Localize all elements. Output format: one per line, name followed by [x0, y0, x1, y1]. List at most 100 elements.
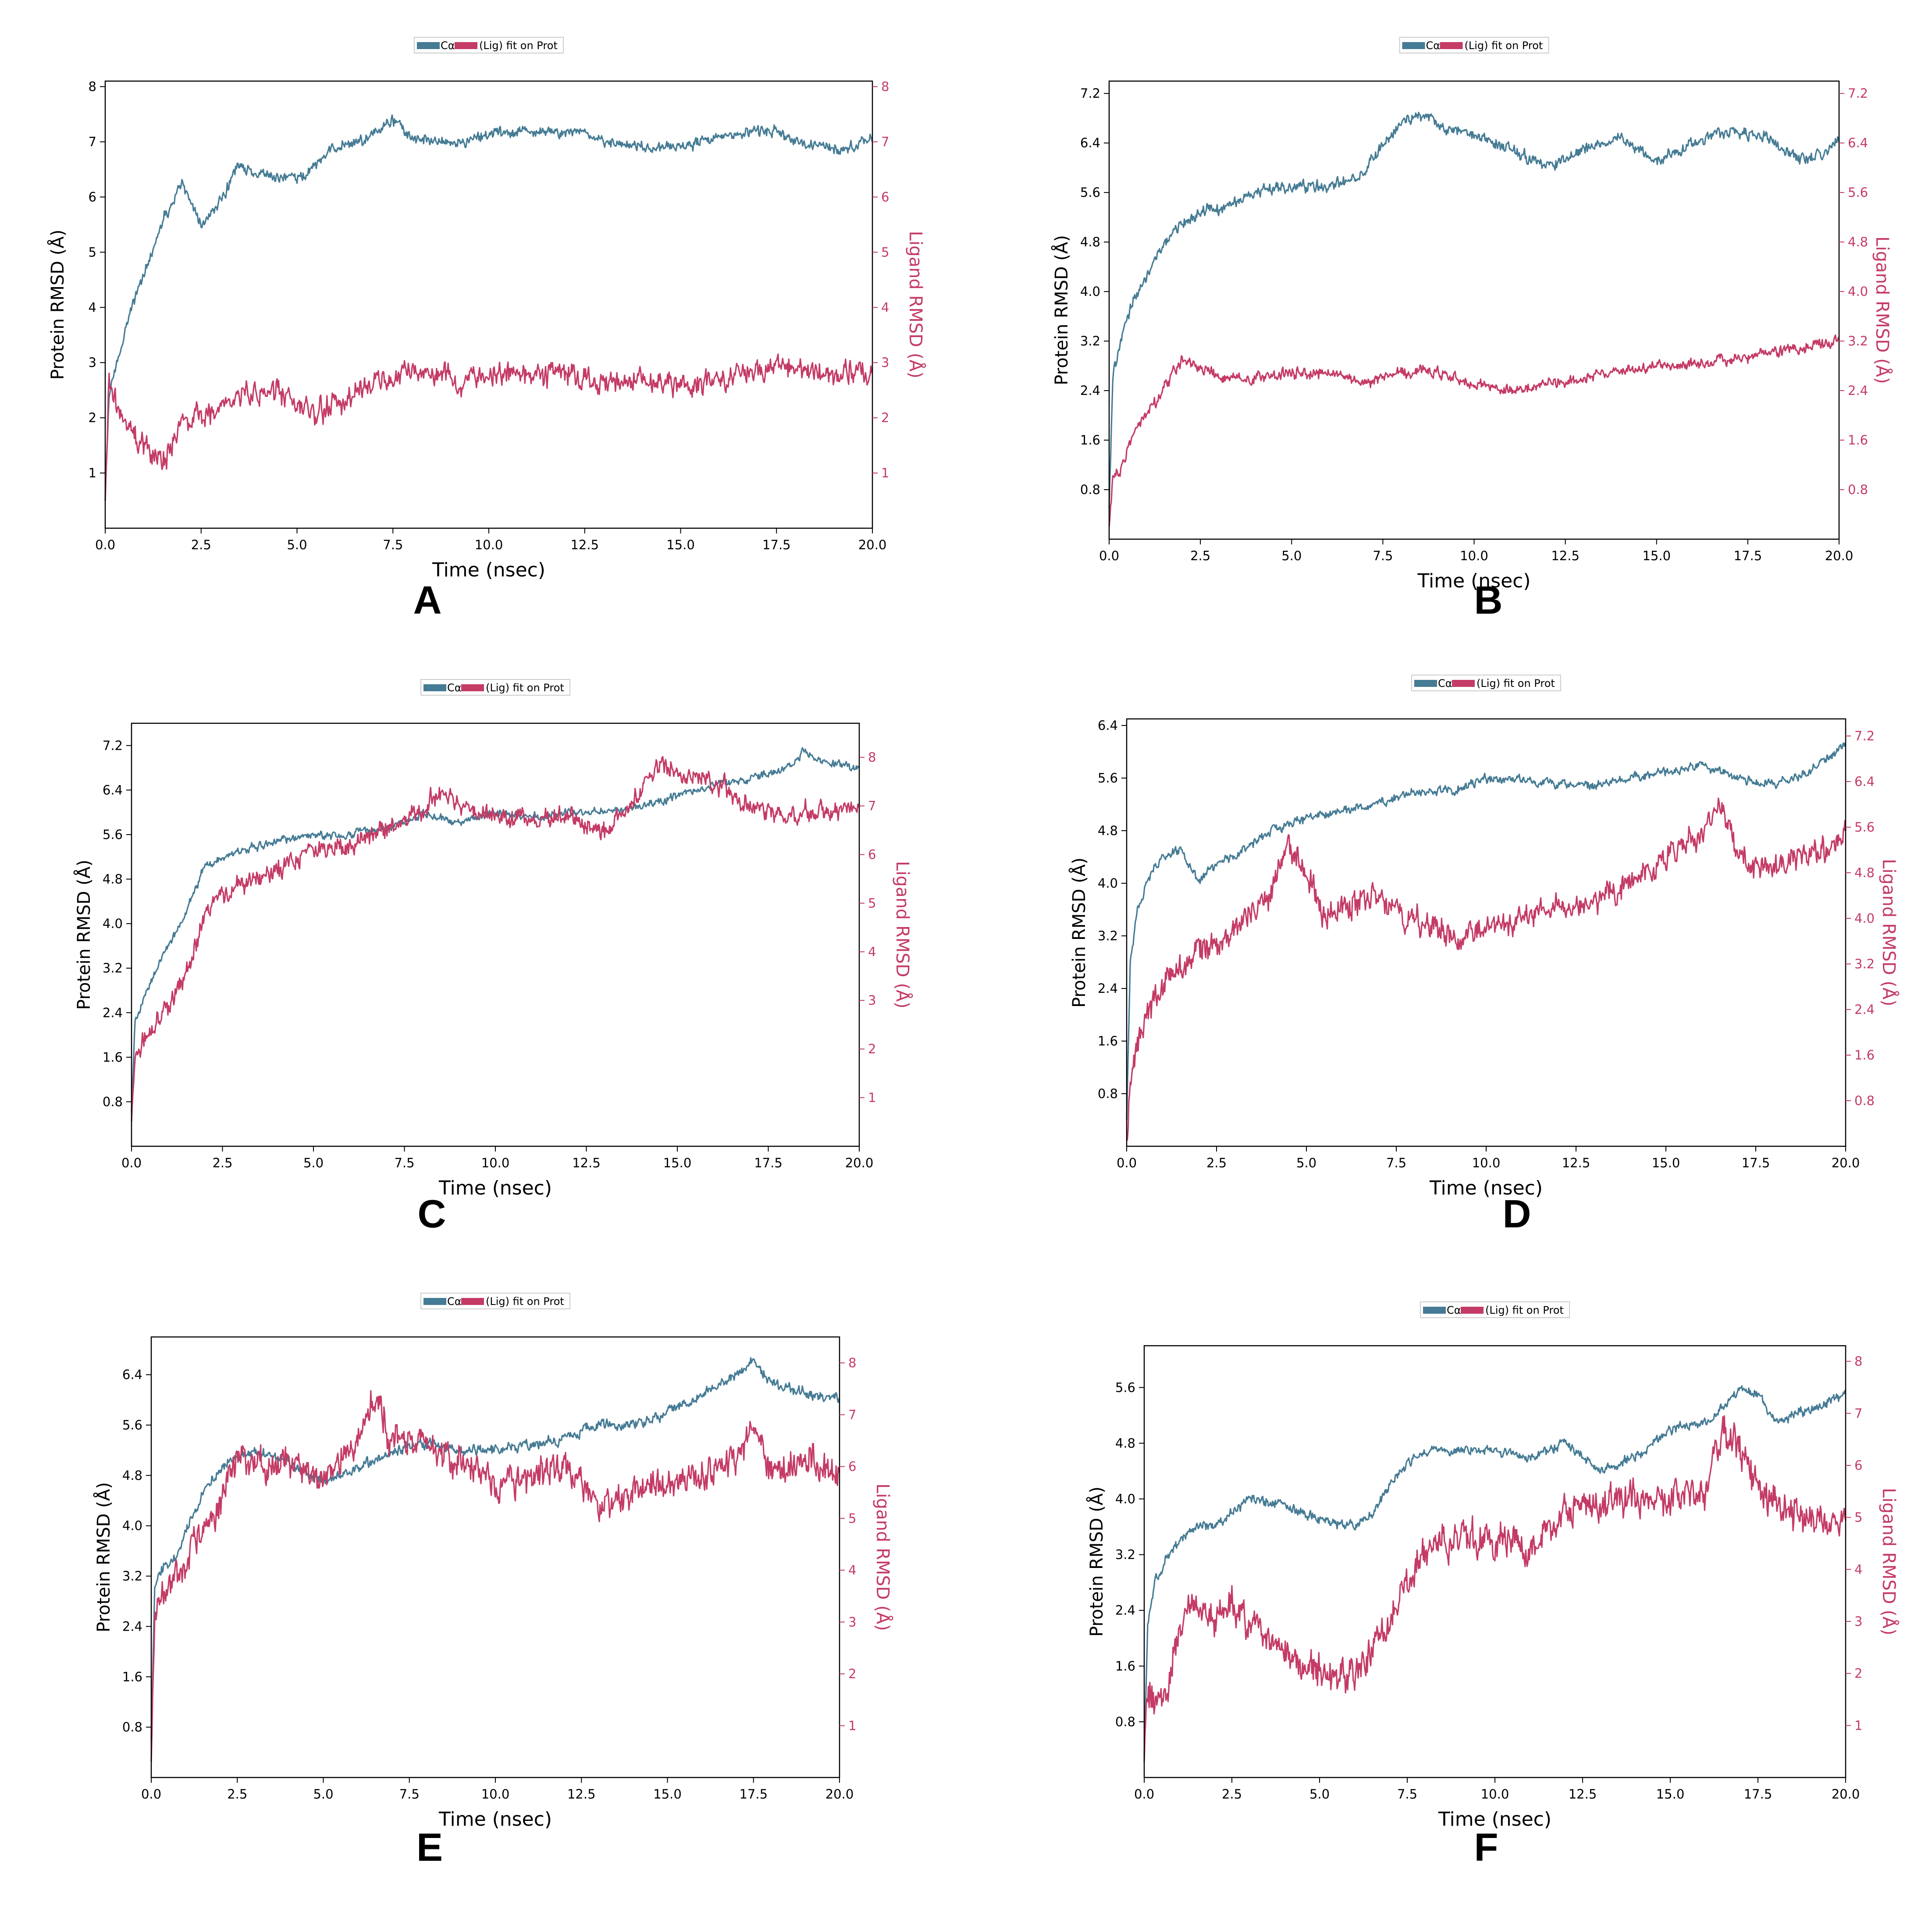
y-right-axis-label: Ligand RMSD (Å) — [1879, 1488, 1900, 1635]
x-tick-label: 0.0 — [141, 1787, 161, 1802]
y-right-tick-label: 6.4 — [1848, 135, 1868, 150]
legend-label-ligand: (Lig) fit on Prot — [486, 682, 564, 694]
ligand-rmsd-line — [1126, 797, 1847, 1141]
x-tick-label: 0.0 — [1099, 548, 1119, 563]
x-tick-label: 20.0 — [825, 1787, 854, 1802]
y-right-tick-label: 5 — [1854, 1510, 1862, 1525]
y-left-tick-label: 2.4 — [1080, 383, 1100, 398]
x-tick-label: 2.5 — [1222, 1787, 1242, 1802]
x-tick-label: 12.5 — [1562, 1155, 1590, 1170]
y-left-tick-label: 1 — [89, 466, 96, 480]
legend-label-protein: Cα — [441, 39, 455, 52]
y-right-tick-label: 0.8 — [1854, 1093, 1875, 1108]
x-tick-label: 12.5 — [1569, 1787, 1597, 1802]
x-tick-label: 2.5 — [1190, 548, 1210, 563]
y-right-tick-label: 5 — [848, 1511, 856, 1526]
y-left-axis-label: Protein RMSD (Å) — [93, 1482, 114, 1632]
y-left-tick-label: 6.4 — [122, 1367, 142, 1382]
x-tick-label: 17.5 — [739, 1787, 768, 1802]
plot-frame — [1108, 80, 1840, 540]
x-tick-label: 7.5 — [1373, 548, 1393, 563]
y-right-axis-label: Ligand RMSD (Å) — [1879, 859, 1900, 1006]
y-right-tick-label: 3 — [848, 1614, 856, 1629]
x-tick-label: 5.0 — [1309, 1787, 1330, 1802]
y-left-tick-label: 7.2 — [103, 738, 123, 753]
x-tick-label: 5.0 — [313, 1787, 333, 1802]
y-left-tick-label: 4.8 — [103, 872, 123, 887]
y-left-tick-label: 1.6 — [103, 1050, 123, 1065]
y-right-tick-label: 1 — [881, 466, 889, 480]
legend-box — [420, 1293, 570, 1309]
x-tick-label: 2.5 — [1206, 1155, 1227, 1170]
ligand-rmsd-line — [131, 756, 860, 1122]
y-right-tick-label: 4.0 — [1854, 911, 1875, 926]
x-tick-label: 10.0 — [481, 1787, 510, 1802]
y-left-tick-label: 1.6 — [1080, 433, 1100, 448]
y-left-tick-label: 6.4 — [1098, 718, 1118, 733]
y-left-axis-label: Protein RMSD (Å) — [47, 230, 68, 380]
x-tick-label: 15.0 — [663, 1155, 692, 1170]
x-axis-label: Time (nsec) — [432, 559, 545, 581]
legend: Cα (Lig) fit on Prot — [420, 1293, 570, 1309]
y-right-tick-label: 4.8 — [1854, 865, 1875, 880]
y-left-tick-label: 5.6 — [1080, 185, 1100, 200]
y-left-tick-label: 1.6 — [1098, 1034, 1118, 1049]
x-tick-label: 10.0 — [1460, 548, 1488, 563]
legend: Cα (Lig) fit on Prot — [1399, 37, 1549, 53]
y-right-tick-label: 1.6 — [1854, 1048, 1875, 1063]
y-right-tick-label: 2.4 — [1848, 383, 1868, 398]
x-tick-label: 7.5 — [399, 1787, 420, 1802]
y-right-tick-label: 7 — [848, 1407, 856, 1422]
x-tick-label: 12.5 — [567, 1787, 596, 1802]
y-left-tick-label: 6 — [89, 189, 96, 204]
y-right-tick-label: 6 — [868, 847, 876, 862]
y-left-axis-label: Protein RMSD (Å) — [1086, 1486, 1107, 1637]
legend-swatch-protein — [1402, 42, 1425, 49]
x-axis-label: Time (nsec) — [438, 1177, 552, 1199]
ligand-rmsd-line — [104, 353, 873, 501]
x-tick-label: 7.5 — [1397, 1787, 1417, 1802]
y-right-tick-label: 1 — [868, 1090, 876, 1105]
y-left-tick-label: 5.6 — [103, 827, 123, 842]
y-left-tick-label: 2.4 — [1098, 981, 1118, 996]
y-right-axis-label: Ligand RMSD (Å) — [1872, 236, 1893, 384]
legend-label-ligand: (Lig) fit on Prot — [1477, 677, 1555, 690]
legend-swatch-protein — [1414, 680, 1437, 687]
x-tick-label: 0.0 — [121, 1155, 142, 1170]
y-left-tick-label: 3.2 — [122, 1569, 142, 1584]
y-left-axis-label: Protein RMSD (Å) — [1068, 857, 1089, 1008]
y-left-tick-label: 4.0 — [103, 916, 123, 931]
y-left-tick-label: 3.2 — [1080, 334, 1100, 348]
x-axis-label: Time (nsec) — [1417, 570, 1530, 592]
chart-panel-b: 0.0 2.5 5.0 7.5 10.0 12.5 15.0 17.5 20.0 0.8 1.6 2.… — [1051, 37, 1893, 622]
y-left-tick-label: 7.2 — [1080, 86, 1100, 101]
y-right-tick-label: 3 — [1854, 1614, 1862, 1629]
y-right-tick-label: 2 — [1854, 1666, 1862, 1681]
y-right-tick-label: 2 — [868, 1042, 876, 1056]
y-left-tick-label: 0.8 — [1115, 1714, 1135, 1729]
y-right-tick-label: 1 — [1854, 1718, 1862, 1733]
x-tick-label: 2.5 — [227, 1787, 247, 1802]
x-tick-label: 10.0 — [481, 1155, 510, 1170]
x-tick-label: 12.5 — [570, 537, 599, 552]
y-left-tick-label: 4.8 — [1098, 823, 1118, 838]
y-left-tick-label: 3.2 — [1098, 928, 1118, 943]
x-tick-label: 5.0 — [1296, 1155, 1316, 1170]
y-right-tick-label: 8 — [1854, 1354, 1862, 1369]
x-tick-label: 7.5 — [1386, 1155, 1406, 1170]
y-left-axis-label: Protein RMSD (Å) — [1051, 235, 1072, 385]
y-right-tick-label: 5 — [881, 245, 889, 260]
protein-rmsd-line — [150, 1357, 840, 1740]
x-tick-label: 10.0 — [1472, 1155, 1501, 1170]
protein-rmsd-line — [1126, 742, 1847, 1120]
x-tick-label: 5.0 — [303, 1155, 324, 1170]
y-right-tick-label: 3.2 — [1854, 956, 1875, 971]
legend-swatch-protein — [1423, 1307, 1446, 1314]
legend-label-protein: Cα — [1438, 677, 1452, 690]
protein-rmsd-line — [1143, 1385, 1847, 1757]
y-left-tick-label: 7 — [89, 135, 96, 149]
y-right-tick-label: 2 — [881, 410, 889, 425]
legend-label-protein: Cα — [447, 682, 462, 694]
y-left-tick-label: 4.8 — [122, 1468, 142, 1483]
legend-swatch-protein — [423, 1298, 446, 1305]
